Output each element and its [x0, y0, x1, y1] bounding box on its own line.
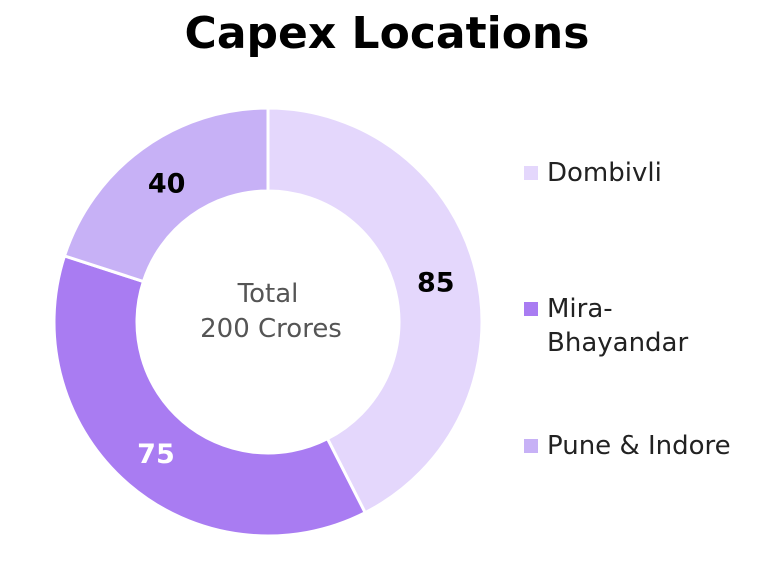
chart-title: Capex Locations	[184, 8, 590, 59]
legend-item-mira-bhayandar: Mira- Bhayandar	[524, 292, 688, 360]
slice-dombivli	[266, 106, 484, 515]
legend-item-dombivli: Dombivli	[524, 156, 662, 190]
center-label-line-2: 200 Crores	[200, 314, 342, 344]
center-label-line-1: Total	[237, 279, 299, 309]
slices-group	[52, 106, 484, 538]
legend-swatch	[524, 439, 538, 453]
slice-mira-bhayandar	[52, 253, 368, 538]
data-labels-group: 85 75 40	[137, 168, 454, 470]
slice-pune-indore	[62, 106, 270, 284]
legend-label: Mira- Bhayandar	[547, 294, 689, 358]
data-label-mira-bhayandar: 75	[137, 439, 175, 470]
legend-swatch	[524, 302, 538, 316]
data-label-pune-indore: 40	[148, 168, 186, 199]
legend-label: Pune & Indore	[547, 431, 731, 461]
data-label-dombivli: 85	[417, 268, 455, 299]
legend-item-pune-indore: Pune & Indore	[524, 429, 731, 463]
legend-swatch	[524, 166, 538, 180]
legend-label: Dombivli	[547, 158, 662, 188]
